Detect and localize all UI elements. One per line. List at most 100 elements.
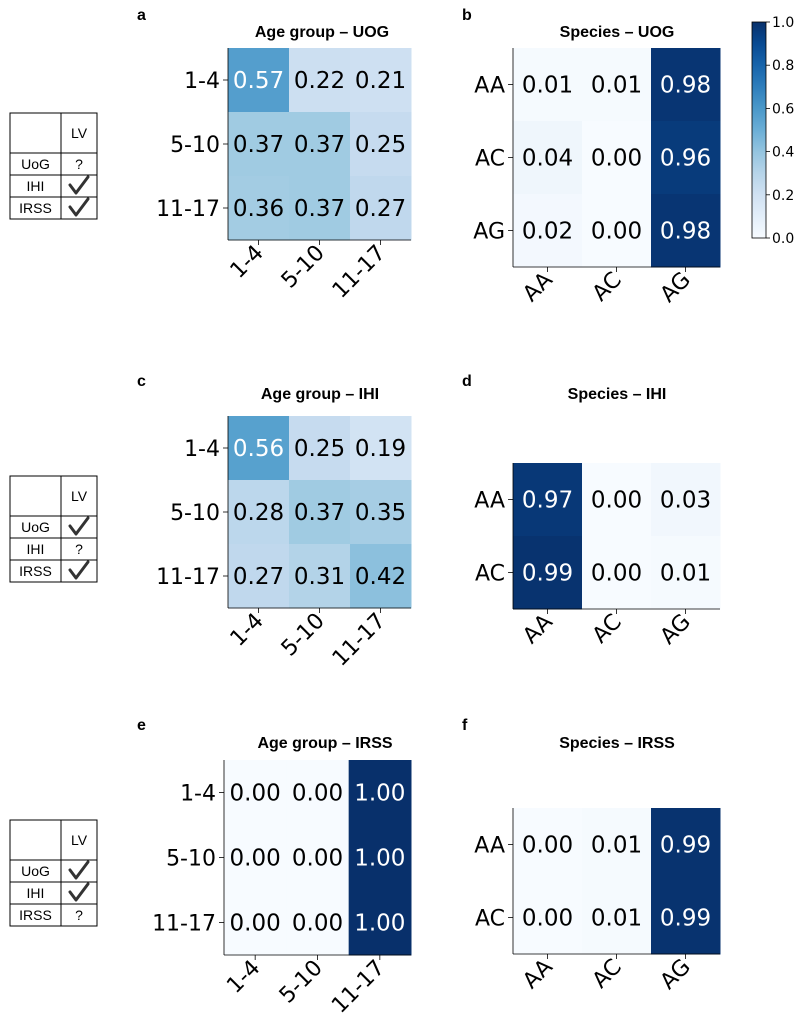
colorbar: 0.0 0.2 0.4 0.6 0.8 1.0 <box>751 15 794 247</box>
x-tick-label: 1-4 <box>222 956 265 999</box>
heatmap-cell <box>286 760 350 826</box>
cell-value-label: 0.22 <box>294 68 345 94</box>
cell-value-label: 0.25 <box>294 436 345 462</box>
heatmap-cell <box>228 480 290 545</box>
x-tick-label: 11-17 <box>328 241 391 304</box>
heatmap-cell <box>228 544 290 609</box>
heatmap-cell <box>348 760 412 826</box>
cell-value-label: 0.01 <box>591 73 642 99</box>
cell-value-label: 0.98 <box>660 73 711 99</box>
cell-value-label: 1.00 <box>354 781 405 807</box>
legend-tables: LV UoG ? IHI IRSS LV UoG IHI ? IRSS LV UoG IHI IRSS? <box>9 112 98 927</box>
cell-value-label: 0.36 <box>233 196 284 222</box>
x-tick-label: AA <box>518 268 557 307</box>
colorbar-tick-label: 0.6 <box>772 101 794 117</box>
cell-value-label: 0.00 <box>292 846 343 872</box>
heatmap-cell <box>582 808 652 882</box>
table-cell-text: IHI <box>27 885 45 901</box>
heatmap-cell <box>350 416 412 481</box>
heatmap-cell <box>228 112 290 177</box>
table-cell-text: UoG <box>21 519 50 535</box>
heatmap-cell <box>582 536 652 610</box>
cell-value-label: 0.00 <box>591 219 642 245</box>
legend-table: LV UoG ? IHI IRSS <box>9 112 98 220</box>
cell-value-label: 0.19 <box>355 436 406 462</box>
heatmap-cell <box>224 890 287 956</box>
table-border <box>9 112 98 220</box>
cell-value-label: 0.42 <box>355 564 406 590</box>
legend-table: LV UoG IHI ? IRSS <box>9 475 98 583</box>
cell-value-label: 0.31 <box>294 564 345 590</box>
x-tick-label: 1-4 <box>226 609 269 652</box>
table-cell-text: LV <box>71 832 88 848</box>
cell-value-label: 0.27 <box>355 196 406 222</box>
cell-value-label: 0.99 <box>522 561 573 587</box>
cell-value-label: 0.98 <box>660 219 711 245</box>
cell-value-label: 0.00 <box>292 911 343 937</box>
heatmap-cell <box>348 890 412 956</box>
cell-value-label: 0.99 <box>660 906 711 932</box>
table-cell-text: IRSS <box>19 907 52 923</box>
table-cell-text: IHI <box>27 541 45 557</box>
cell-value-label: 0.56 <box>233 436 284 462</box>
cell-value-label: 0.27 <box>233 564 284 590</box>
check-icon <box>68 882 90 902</box>
heatmap-cell <box>350 480 412 545</box>
x-tick-label: AA <box>518 955 557 994</box>
x-tick-label: AG <box>656 268 696 308</box>
table-cell-text: IHI <box>27 178 45 194</box>
heatmap-cell <box>348 825 412 891</box>
heatmap-cell <box>513 194 583 268</box>
table-cell-text: IRSS <box>19 563 52 579</box>
y-tick-label: AG <box>473 220 505 245</box>
heatmap-cell <box>289 480 351 545</box>
cell-value-label: 0.00 <box>230 846 281 872</box>
panel-title: Species – IRSS <box>559 735 675 752</box>
heatmap-cell <box>228 48 290 113</box>
heatmap-cell <box>289 112 351 177</box>
x-tick-label: 5-10 <box>277 609 330 662</box>
heatmap-cell <box>651 536 721 610</box>
colorbar-tick-label: 0.0 <box>772 231 794 247</box>
colorbar-tick-label: 0.4 <box>772 145 794 161</box>
heatmap-cell <box>289 416 351 481</box>
heatmap-cell <box>651 48 721 122</box>
check-icon <box>68 516 90 536</box>
cell-value-label: 1.00 <box>354 911 405 937</box>
heatmap-cell <box>286 825 350 891</box>
heatmap-cell <box>228 416 290 481</box>
cell-value-label: 0.57 <box>233 68 284 94</box>
cell-value-label: 0.00 <box>522 906 573 932</box>
panel-title: Age group – IHI <box>261 386 379 403</box>
panel-title: Species – UOG <box>560 24 675 41</box>
check-icon <box>68 197 90 217</box>
panel-title: Species – IHI <box>568 386 667 403</box>
colorbar-tick-label: 1.0 <box>772 15 794 31</box>
cell-value-label: 0.00 <box>591 488 642 514</box>
cell-value-label: 0.35 <box>355 500 406 526</box>
panel-letter: a <box>137 7 146 24</box>
y-tick-label: 1-4 <box>184 69 220 94</box>
cell-value-label: 0.37 <box>294 500 345 526</box>
x-tick-label: AG <box>656 610 696 650</box>
panel-f: f Species – IRSS 0.00 0.01 0.99 0.00 0.01 0.99 A… <box>462 717 721 995</box>
cell-value-label: 0.00 <box>522 833 573 859</box>
x-tick-label: 5-10 <box>275 956 328 1009</box>
cell-value-label: 0.00 <box>591 561 642 587</box>
cell-value-label: 0.03 <box>660 488 711 514</box>
y-tick-label: AA <box>474 834 505 859</box>
colorbar-gradient <box>751 21 767 239</box>
cell-value-label: 0.01 <box>591 833 642 859</box>
cell-value-label: 0.02 <box>522 219 573 245</box>
cell-value-label: 0.01 <box>660 561 711 587</box>
heatmap-cell <box>350 544 412 609</box>
check-icon <box>68 175 90 195</box>
heatmap-cell <box>582 121 652 195</box>
panel-letter: c <box>137 373 146 390</box>
x-tick-label: AC <box>588 610 627 649</box>
table-cell-text: LV <box>71 125 88 141</box>
x-tick-label: 11-17 <box>327 956 390 1019</box>
y-tick-label: 11-17 <box>152 912 216 937</box>
heatmap-cell <box>513 463 583 537</box>
heatmap-cell <box>651 121 721 195</box>
